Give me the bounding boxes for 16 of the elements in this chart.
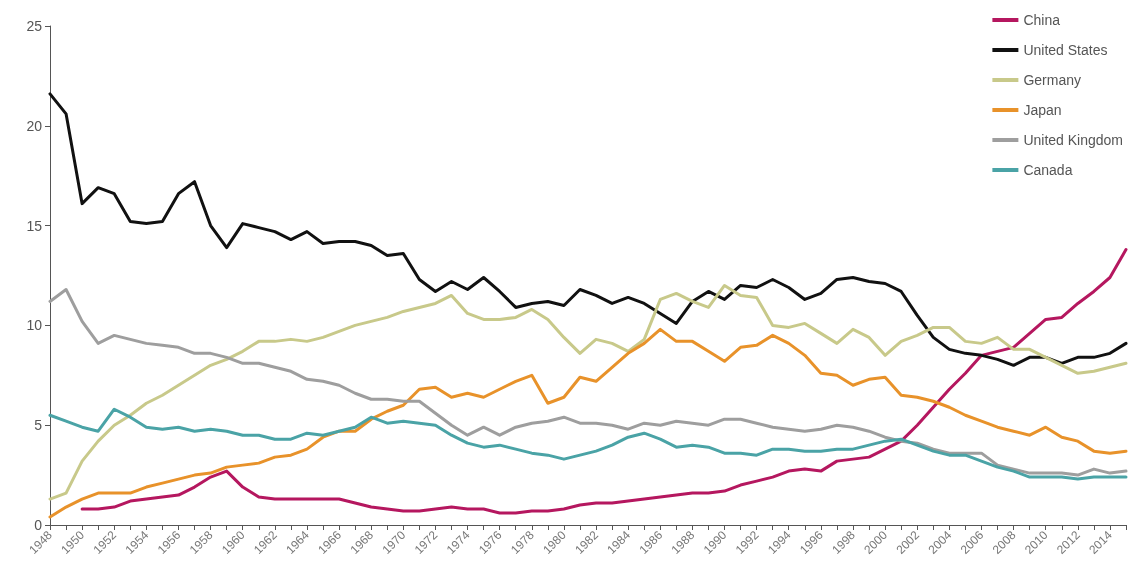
y-tick-label: 10: [26, 317, 43, 334]
y-tick-label: 5: [34, 417, 43, 434]
y-tick-label: 15: [26, 217, 43, 234]
line-series: [48, 327, 1128, 519]
legend-label: Canada: [1023, 162, 1073, 178]
line-series: [80, 248, 1128, 515]
y-tick-label: 25: [26, 18, 43, 34]
legend-label: China: [1023, 12, 1061, 28]
y-tick-label: 0: [34, 517, 43, 533]
line-series: [48, 92, 1128, 367]
legend-label: Germany: [1023, 72, 1081, 88]
legend-label: Japan: [1023, 102, 1062, 118]
line-series: [48, 407, 1128, 481]
legend-label: United Kingdom: [1023, 132, 1124, 148]
y-tick-label: 20: [26, 117, 43, 134]
legend-label: United States: [1023, 42, 1108, 58]
